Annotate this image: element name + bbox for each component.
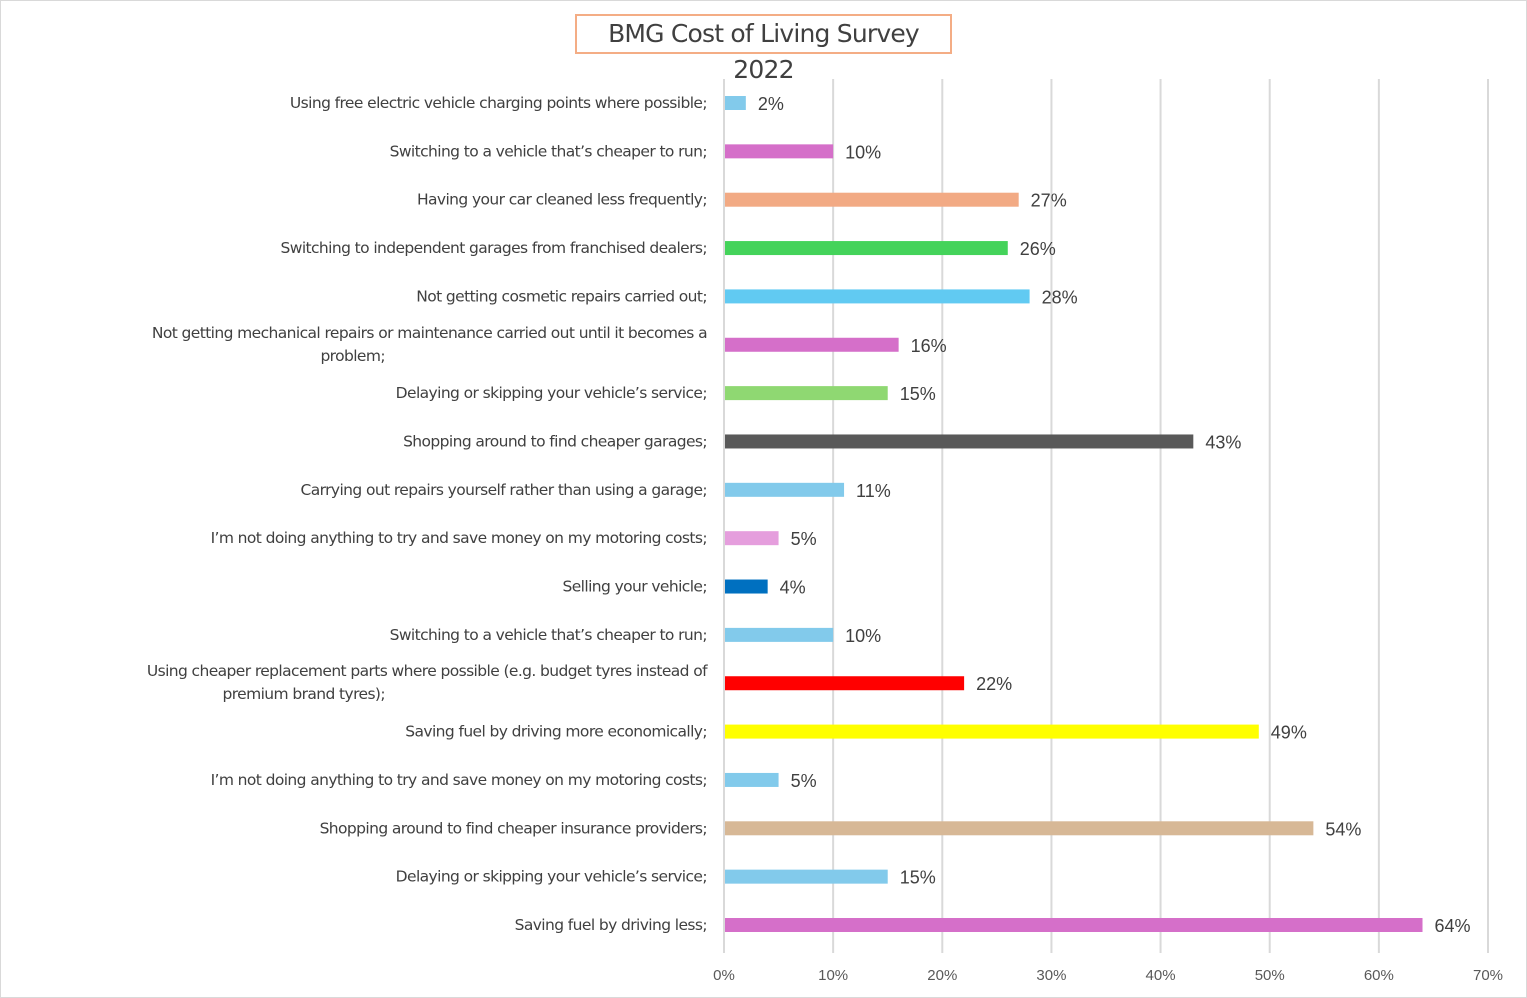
x-tick-label: 60% [1364,967,1394,984]
x-tick-label: 40% [1146,967,1176,984]
data-label: 11% [856,481,891,501]
bar [725,676,965,691]
bar [725,434,1194,449]
chart-title: BMG Cost of Living Survey 2022 [575,14,952,84]
bar [725,531,779,546]
bar [725,869,888,884]
data-label: 10% [845,626,881,646]
category-label: Using free electric vehicle charging poi… [290,94,707,112]
x-tick-label: 0% [713,967,735,984]
bar [725,579,768,594]
data-label: 10% [845,142,881,162]
data-label: 64% [1435,916,1471,936]
bar [725,724,1259,739]
bar [725,96,746,110]
category-label: Not getting mechanical repairs or mainte… [152,324,707,365]
data-label: 15% [900,868,936,888]
bar [725,482,845,497]
category-label: Not getting cosmetic repairs carried out… [416,287,707,305]
x-tick-label: 50% [1255,967,1285,984]
category-label: I’m not doing anything to try and save m… [211,771,707,789]
bar [725,627,834,642]
x-tick-label: 30% [1036,967,1066,984]
data-label: 15% [900,384,936,404]
x-tick-label: 10% [818,967,848,984]
data-label: 28% [1042,287,1078,307]
bar [725,821,1314,836]
bar [725,289,1030,304]
bar [725,772,779,787]
category-label: Shopping around to find cheaper garages; [403,432,707,450]
category-label: Selling your vehicle; [563,578,708,596]
bar [725,918,1423,932]
data-label: 43% [1205,432,1241,452]
x-tick-label: 70% [1473,967,1503,984]
x-tick-label: 20% [927,967,957,984]
category-label: Shopping around to find cheaper insuranc… [320,819,707,837]
category-label: Having your car cleaned less frequently; [417,191,707,209]
bar [725,337,899,352]
category-label: Switching to independent garages from fr… [281,239,708,257]
category-label: Delaying or skipping your vehicle’s serv… [396,384,707,402]
category-label: Switching to a vehicle that’s cheaper to… [390,626,707,644]
category-label: Saving fuel by driving less; [515,916,707,934]
category-label: Delaying or skipping your vehicle’s serv… [396,868,707,886]
category-label: Switching to a vehicle that’s cheaper to… [390,142,707,160]
data-label: 22% [976,674,1012,694]
data-label: 5% [791,771,817,791]
category-label: Saving fuel by driving more economically… [405,723,707,741]
category-label: Using cheaper replacement parts where po… [147,662,708,703]
data-label: 4% [780,578,806,598]
category-label: Carrying out repairs yourself rather tha… [301,481,708,499]
category-label: I’m not doing anything to try and save m… [211,529,707,547]
bar [725,144,834,159]
data-label: 49% [1271,723,1307,743]
bar [725,192,1019,207]
data-label: 2% [758,94,784,114]
data-label: 16% [911,336,947,356]
bar [725,386,888,401]
data-label: 5% [791,529,817,549]
data-label: 27% [1031,191,1067,211]
bar [725,241,1008,256]
data-label: 26% [1020,239,1056,259]
data-label: 54% [1325,819,1361,839]
